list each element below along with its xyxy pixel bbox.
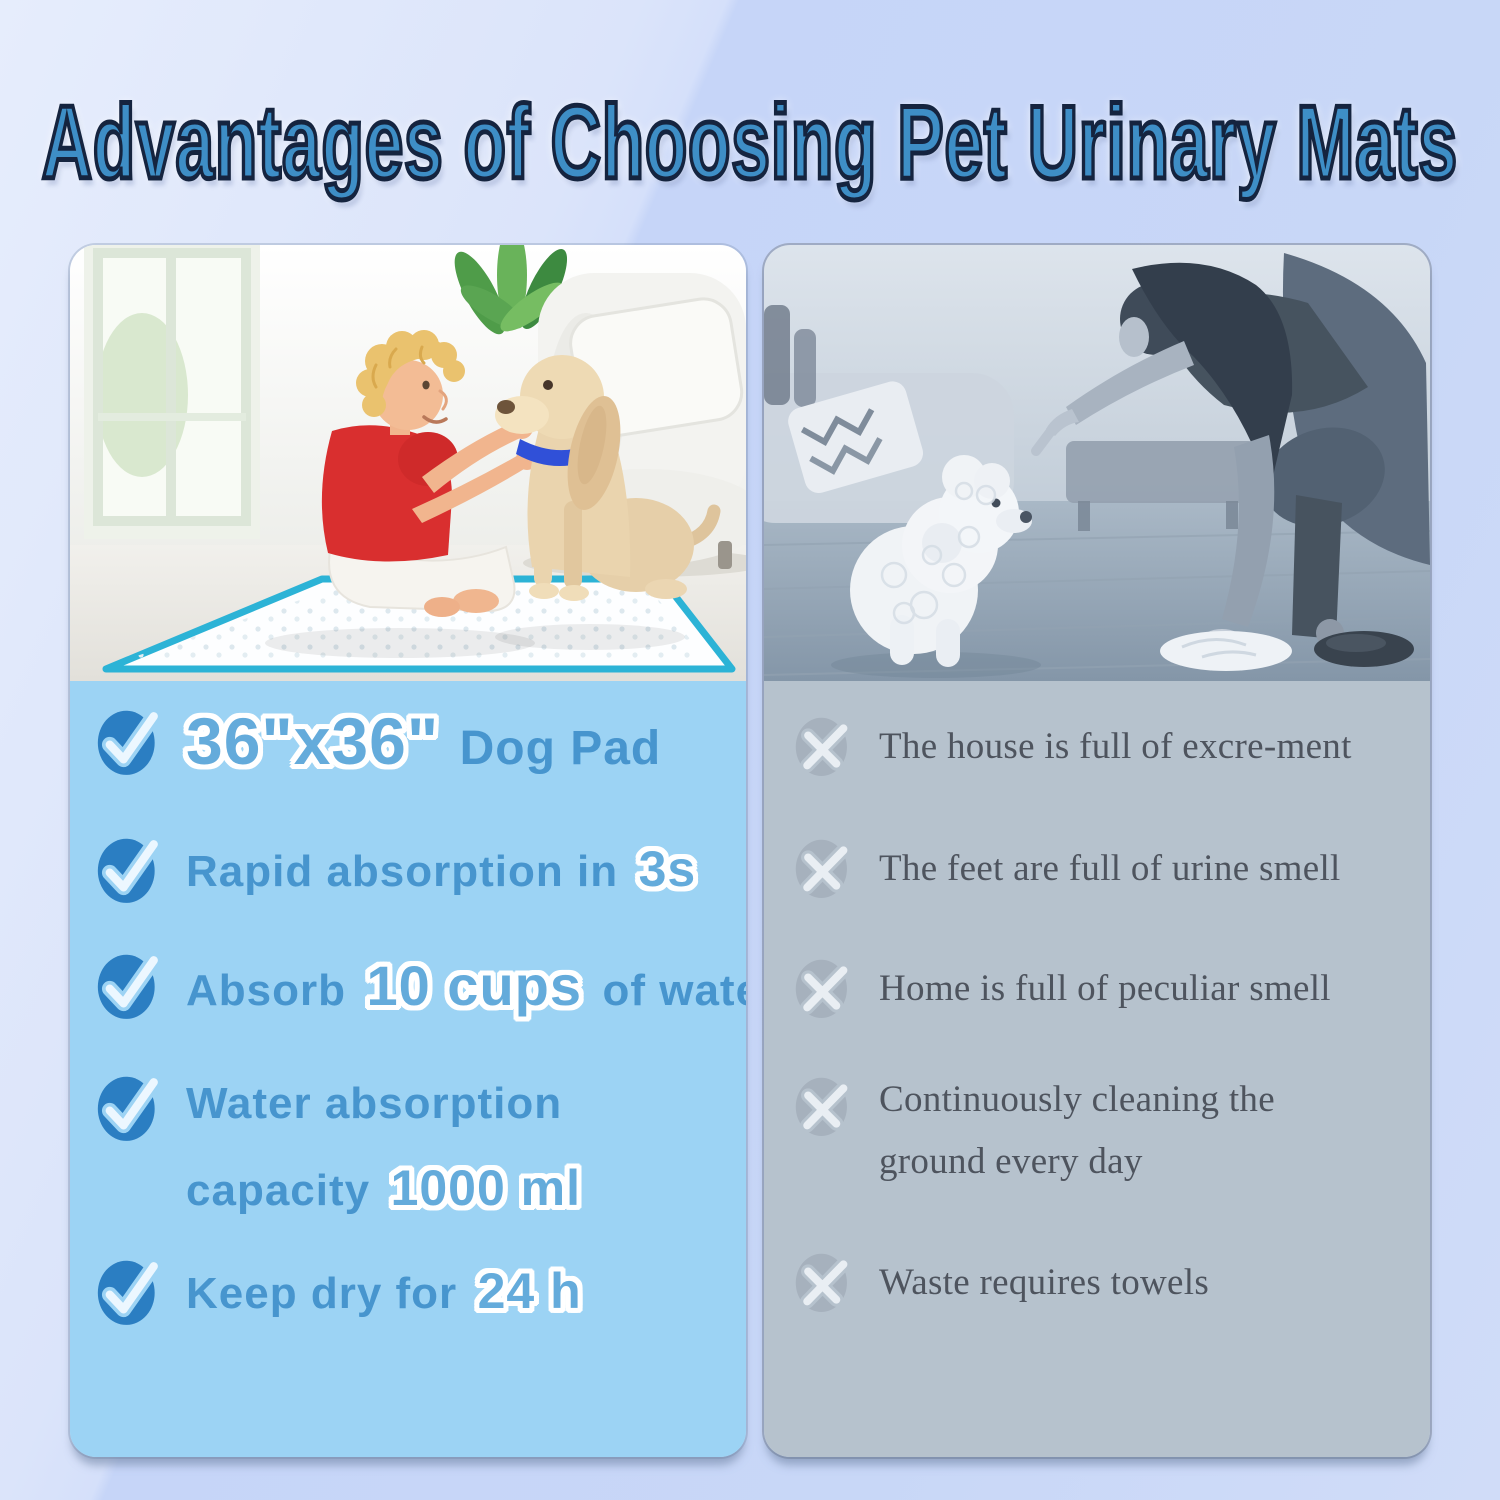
benefit-plain: Water absorption bbox=[186, 1079, 563, 1128]
benefit-text: 36"x36" Dog Pad bbox=[186, 703, 661, 779]
benefit-row: Rapid absorption in 3s bbox=[70, 831, 696, 907]
benefit-plain: of water bbox=[602, 965, 746, 1015]
check-circle-icon bbox=[97, 836, 162, 903]
cross-circle-icon bbox=[795, 959, 851, 1018]
plant bbox=[454, 245, 568, 335]
poodle-figure bbox=[831, 455, 1041, 678]
drawback-text-line: ground every day bbox=[879, 1141, 1143, 1182]
drawback-row: Home is full of peculiar smell bbox=[764, 953, 1331, 1023]
benefit-text: Absorb 10 cups of water bbox=[186, 953, 746, 1018]
benefit-plain: Absorb bbox=[186, 965, 346, 1015]
woman-figure bbox=[1031, 253, 1430, 667]
cross-circle-icon bbox=[795, 839, 851, 898]
child-figure bbox=[321, 330, 538, 617]
drawback-row: Continuously cleaning the ground every d… bbox=[764, 1069, 1275, 1193]
drawback-text: Home is full of peculiar smell bbox=[879, 967, 1331, 1009]
benefit-plain: Keep dry for bbox=[186, 1269, 458, 1318]
benefit-plain: Dog Pad bbox=[459, 722, 662, 775]
page-title-wrap: Advantages of Choosing Pet Urinary Mats bbox=[0, 68, 1500, 218]
page-title: Advantages of Choosing Pet Urinary Mats bbox=[40, 82, 1459, 203]
towel bbox=[1160, 631, 1292, 671]
check-circle-icon bbox=[97, 952, 162, 1019]
drawback-text: Waste requires towels bbox=[879, 1261, 1210, 1303]
benefit-row: 36"x36" Dog Pad bbox=[70, 703, 661, 779]
drawback-row: The feet are full of urine smell bbox=[764, 833, 1341, 903]
window bbox=[84, 245, 260, 539]
benefit-text: Water absorption capacity 1000 ml bbox=[186, 1067, 581, 1238]
family-photo-illustration bbox=[70, 245, 746, 681]
cross-circle-icon bbox=[795, 1253, 851, 1312]
background-furniture bbox=[764, 305, 1256, 531]
check-circle-icon bbox=[97, 708, 162, 775]
drawback-text-line: Continuously cleaning the bbox=[879, 1079, 1275, 1120]
benefit-text: Keep dry for 24 h bbox=[186, 1262, 582, 1320]
drawbacks-panel: The house is full of excre-ment The feet… bbox=[764, 245, 1430, 1457]
drawback-text: The house is full of excre-ment bbox=[879, 725, 1352, 767]
cross-circle-icon bbox=[795, 1077, 851, 1136]
benefit-row: Keep dry for 24 h bbox=[70, 1253, 582, 1329]
benefit-highlight: 10 cups bbox=[366, 953, 583, 1017]
benefit-row: Absorb 10 cups of water bbox=[70, 947, 746, 1023]
benefit-row: Water absorption capacity 1000 ml bbox=[70, 1067, 581, 1238]
benefit-highlight: 36"x36" bbox=[186, 704, 440, 778]
benefit-plain: capacity bbox=[186, 1166, 371, 1215]
advantages-list: 36"x36" Dog Pad Rapid absorption in 3s bbox=[70, 681, 746, 1457]
benefit-highlight: 1000 ml bbox=[390, 1160, 582, 1216]
drawback-row: Waste requires towels bbox=[764, 1247, 1209, 1317]
cleaning-photo-illustration bbox=[764, 245, 1430, 681]
family-photo bbox=[70, 245, 746, 681]
advantages-panel: 36"x36" Dog Pad Rapid absorption in 3s bbox=[70, 245, 746, 1457]
puppy-figure bbox=[495, 355, 721, 601]
check-circle-icon bbox=[97, 1074, 162, 1141]
drawback-row: The house is full of excre-ment bbox=[764, 711, 1352, 781]
benefit-text: Rapid absorption in 3s bbox=[186, 840, 696, 898]
benefit-highlight: 24 h bbox=[477, 1263, 582, 1319]
cleaning-photo bbox=[764, 245, 1430, 681]
cross-circle-icon bbox=[795, 717, 851, 776]
drawbacks-list: The house is full of excre-ment The feet… bbox=[764, 681, 1430, 1457]
pee-pad bbox=[102, 575, 736, 673]
drawback-text: The feet are full of urine smell bbox=[879, 847, 1341, 889]
benefit-plain: Rapid absorption in bbox=[186, 847, 619, 896]
drawback-text: Continuously cleaning the ground every d… bbox=[879, 1069, 1275, 1193]
check-circle-icon bbox=[97, 1258, 162, 1325]
benefit-highlight: 3s bbox=[638, 841, 697, 897]
